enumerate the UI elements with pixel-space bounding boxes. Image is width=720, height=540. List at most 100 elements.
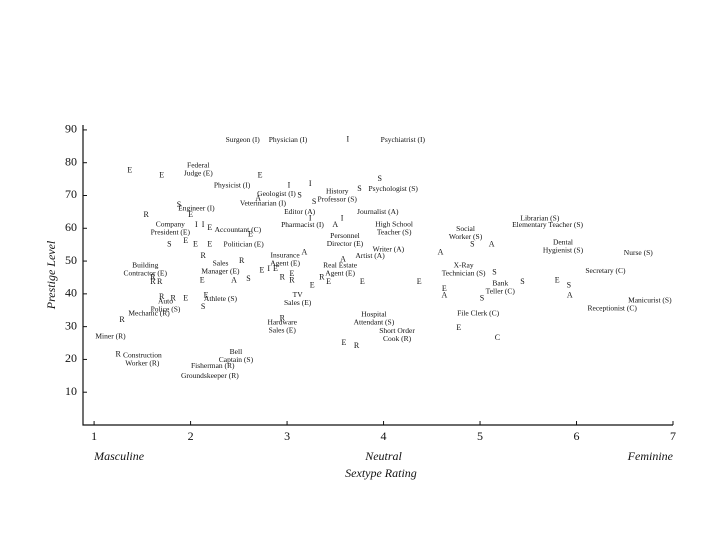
point-label: Miner (R) bbox=[95, 331, 126, 340]
point-marker: R bbox=[171, 294, 177, 303]
x-tick-label: 6 bbox=[574, 429, 580, 443]
point-marker: A bbox=[441, 290, 447, 299]
x-tick-label: 5 bbox=[477, 429, 483, 443]
point-label: Social Worker (S) bbox=[449, 224, 483, 241]
point-marker: A bbox=[340, 254, 346, 263]
point-label: Federal Judge (E) bbox=[184, 160, 213, 177]
point-label: Receptionist (C) bbox=[588, 303, 638, 312]
point-marker: I bbox=[341, 213, 344, 222]
point-marker: R bbox=[200, 251, 206, 260]
point-marker: I bbox=[288, 180, 291, 189]
point-marker: S bbox=[492, 267, 496, 276]
point-marker: E bbox=[200, 276, 205, 285]
point-label: Personnel Director (E) bbox=[327, 230, 364, 247]
y-axis-label: Prestige Level bbox=[44, 240, 58, 310]
x-tick-label: 7 bbox=[670, 429, 676, 443]
point-marker: R bbox=[144, 210, 150, 219]
point-marker: S bbox=[357, 184, 361, 193]
point-marker: A bbox=[489, 240, 495, 249]
point-label: Veterinarian (I) bbox=[240, 198, 287, 207]
point-label: Auto Police (S) bbox=[151, 296, 181, 313]
point-marker: I bbox=[195, 220, 198, 229]
y-tick-label: 20 bbox=[65, 351, 77, 365]
x-axis-label: Sextype Rating bbox=[345, 466, 417, 480]
y-tick-label: 40 bbox=[65, 286, 77, 300]
point-marker: R bbox=[354, 341, 360, 350]
point-marker: A bbox=[438, 248, 444, 257]
point-marker: R bbox=[280, 272, 286, 281]
point-label: Nurse (S) bbox=[624, 248, 653, 257]
point-label: Hospital Attendant (S) bbox=[354, 309, 395, 326]
point-marker: E bbox=[289, 269, 294, 278]
point-marker: I bbox=[309, 179, 312, 188]
point-marker: S bbox=[470, 240, 474, 249]
point-marker: S bbox=[177, 200, 181, 209]
point-label: Surgeon (I) bbox=[226, 134, 261, 143]
point-marker: E bbox=[204, 290, 209, 299]
point-label: Psychologist (S) bbox=[369, 184, 419, 193]
point-label: Bank Teller (C) bbox=[486, 278, 516, 295]
point-label: Librarian (S) bbox=[520, 213, 559, 222]
point-label: Real Estate Agent (E) bbox=[323, 260, 358, 277]
point-label: Psychiatrist (I) bbox=[381, 134, 426, 143]
x-annotation: Neutral bbox=[364, 449, 402, 463]
x-tick-label: 1 bbox=[91, 429, 97, 443]
point-marker: R bbox=[239, 256, 245, 265]
point-marker: S bbox=[480, 294, 484, 303]
point-marker: R bbox=[150, 277, 156, 286]
point-marker: I bbox=[309, 213, 312, 222]
point-label: History Professor (S) bbox=[318, 186, 358, 203]
point-label: Journalist (A) bbox=[357, 207, 399, 216]
x-annotation: Masculine bbox=[93, 449, 145, 463]
point-label: Company President (E) bbox=[151, 219, 191, 236]
point-marker: E bbox=[183, 294, 188, 303]
point-label: Secretary (C) bbox=[585, 266, 626, 275]
y-tick-label: 10 bbox=[65, 384, 77, 398]
y-tick-label: 30 bbox=[65, 318, 77, 332]
x-tick-label: 3 bbox=[284, 429, 290, 443]
point-marker: S bbox=[246, 274, 250, 283]
point-label: Groundskeeper (R) bbox=[181, 371, 239, 380]
point-marker: S bbox=[201, 302, 205, 311]
point-label: Editor (A) bbox=[284, 207, 316, 216]
point-marker: R bbox=[157, 277, 163, 286]
point-marker: R bbox=[159, 292, 165, 301]
point-label: Sales Manager (E) bbox=[201, 258, 240, 275]
point-label: File Clerk (C) bbox=[457, 308, 500, 317]
y-tick-label: 50 bbox=[65, 253, 77, 267]
point-label: Mechanic (R) bbox=[128, 308, 170, 317]
point-marker: I bbox=[267, 264, 270, 273]
point-marker: I bbox=[202, 220, 205, 229]
point-marker: R bbox=[319, 272, 325, 281]
point-marker: E bbox=[260, 266, 265, 275]
point-label: X-Ray Technician (S) bbox=[442, 260, 486, 277]
point-marker: S bbox=[297, 190, 301, 199]
point-label: Geologist (I) bbox=[257, 189, 296, 198]
point-marker: A bbox=[567, 290, 573, 299]
point-marker: E bbox=[456, 323, 461, 332]
point-label: Elementary Teacher (S) bbox=[512, 220, 583, 229]
point-marker: E bbox=[183, 236, 188, 245]
point-label: Physicist (I) bbox=[214, 180, 251, 189]
point-label: Accountant (C) bbox=[215, 225, 262, 234]
point-marker: E bbox=[207, 223, 212, 232]
point-marker: R bbox=[116, 349, 122, 358]
point-marker: E bbox=[342, 338, 347, 347]
point-marker: A bbox=[255, 194, 261, 203]
point-label: High School Teacher (S) bbox=[375, 219, 413, 236]
point-marker: S bbox=[312, 197, 316, 206]
x-tick-label: 4 bbox=[381, 429, 387, 443]
point-marker: R bbox=[150, 272, 156, 281]
point-marker: A bbox=[332, 220, 338, 229]
point-label: Fisherman (R) bbox=[191, 361, 235, 370]
point-marker: E bbox=[193, 240, 198, 249]
point-marker: E bbox=[273, 264, 278, 273]
point-label: Politician (E) bbox=[224, 239, 265, 248]
point-marker: S bbox=[167, 240, 171, 249]
point-label: Bell Captain (S) bbox=[219, 347, 254, 364]
y-tick-label: 60 bbox=[65, 220, 77, 234]
axis-frame bbox=[82, 125, 673, 426]
point-label: TV Sales (E) bbox=[284, 289, 312, 306]
point-label: Physician (I) bbox=[269, 134, 308, 143]
